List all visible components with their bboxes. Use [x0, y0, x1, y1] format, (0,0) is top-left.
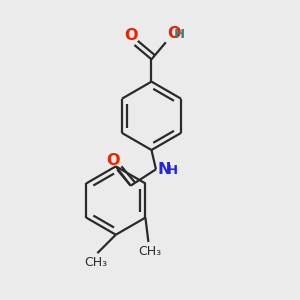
Text: N: N [158, 162, 171, 177]
Text: O: O [124, 28, 137, 43]
Text: H: H [174, 28, 185, 41]
Text: O: O [106, 153, 120, 168]
Text: H: H [166, 164, 178, 177]
Text: CH₃: CH₃ [138, 245, 161, 258]
Text: CH₃: CH₃ [84, 256, 107, 269]
Text: O: O [167, 26, 181, 41]
